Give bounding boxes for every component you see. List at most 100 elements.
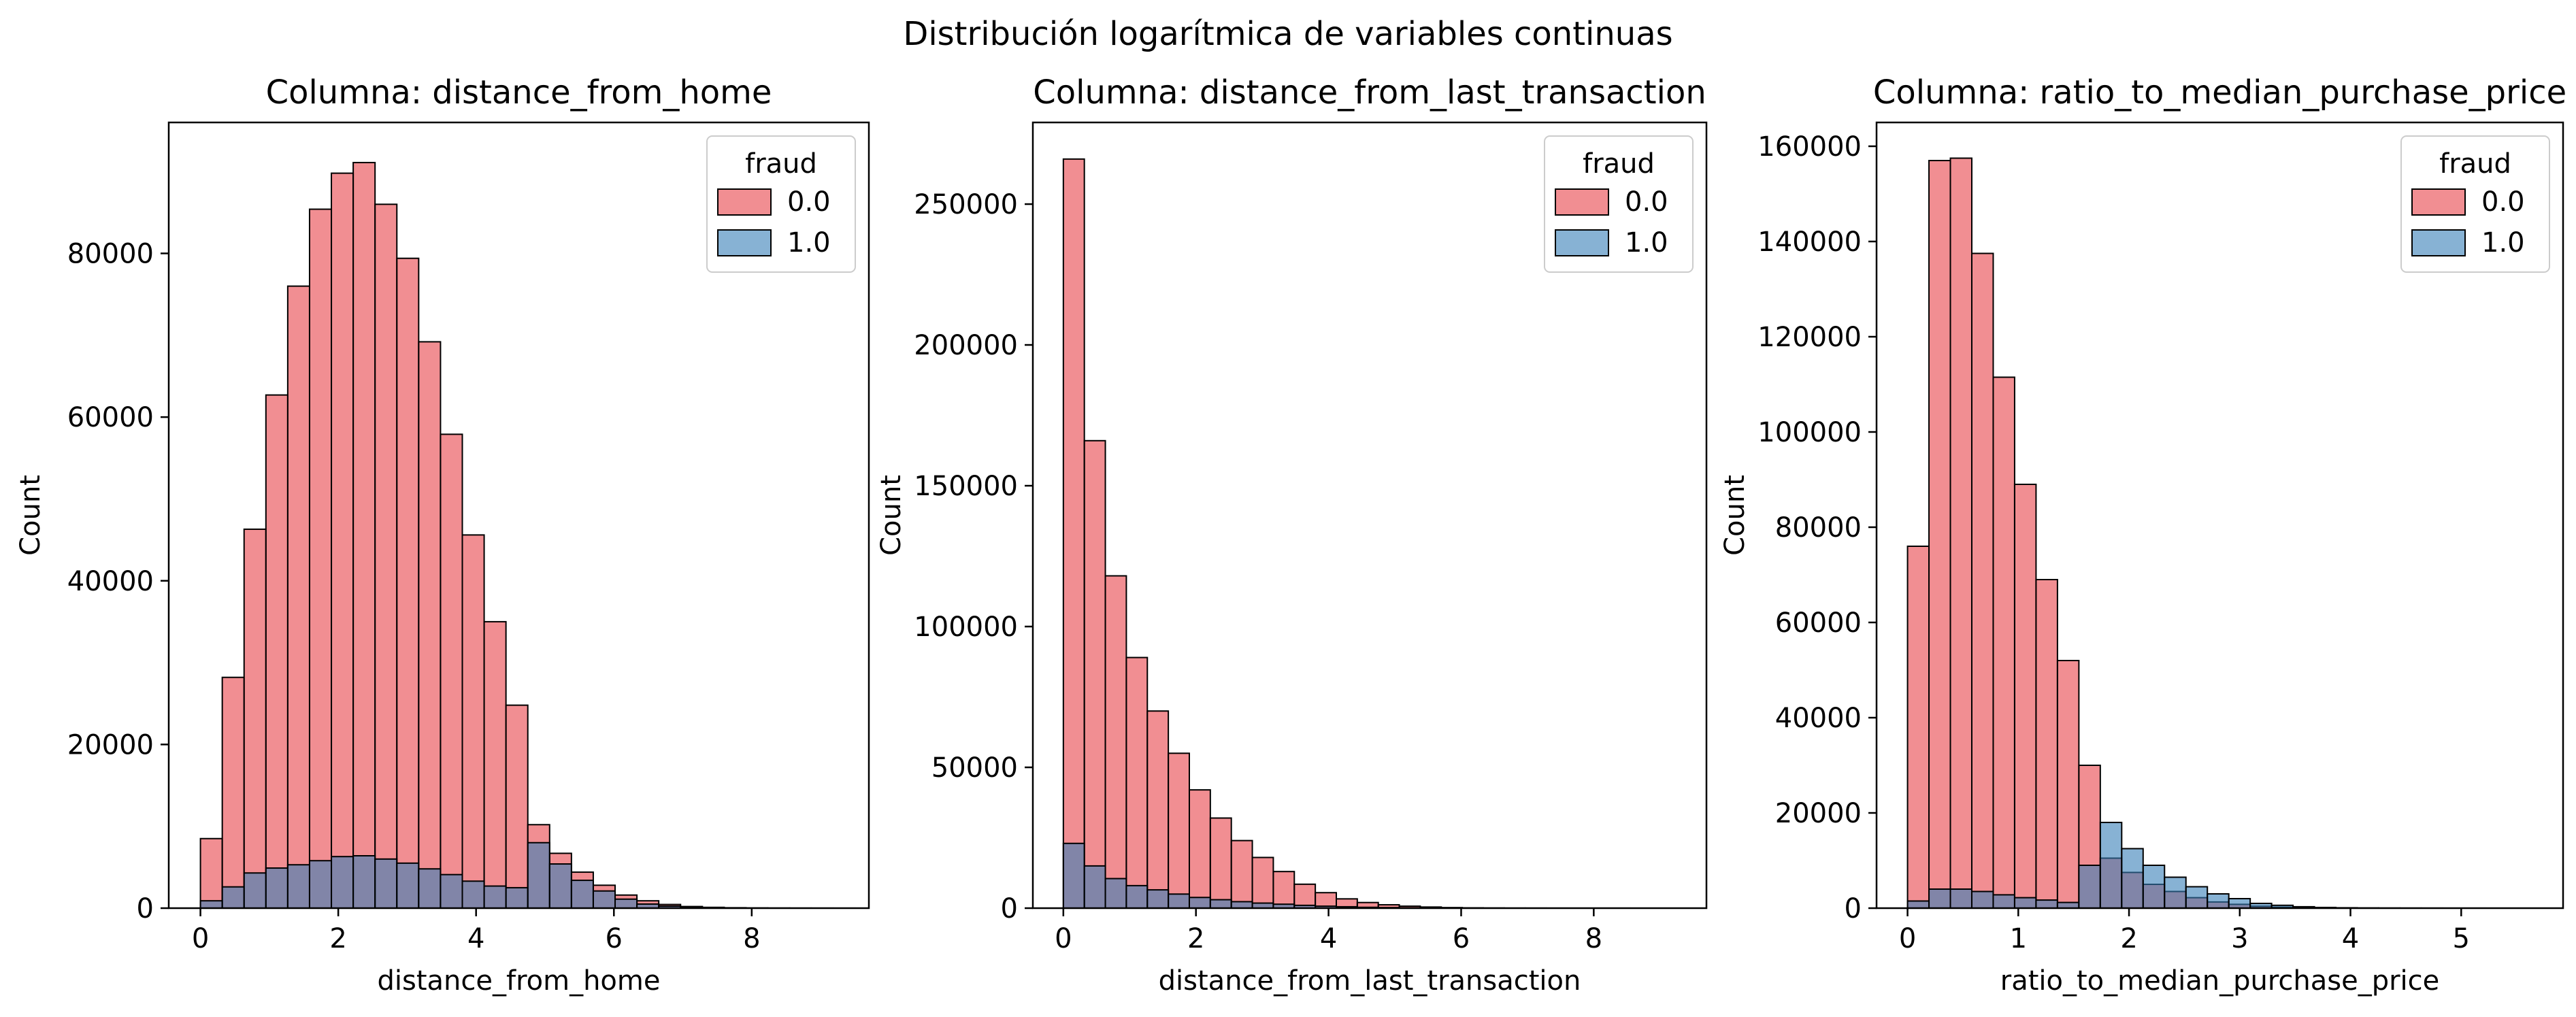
axes-frame — [1875, 121, 2564, 910]
bar — [2164, 876, 2187, 909]
bar — [308, 860, 333, 909]
legend: fraud 0.0 1.0 — [1544, 135, 1694, 273]
bar — [331, 856, 354, 909]
bar — [265, 394, 288, 909]
bars-series-1.0 — [1906, 822, 2487, 910]
bar — [1293, 883, 1317, 909]
bar — [1970, 252, 1994, 909]
axes-frame — [1031, 121, 1708, 910]
x-tick-label: 5 — [2453, 923, 2470, 954]
bar — [396, 257, 420, 909]
bar — [1104, 878, 1127, 909]
bar — [286, 285, 310, 909]
bar — [440, 433, 463, 909]
x-axis-label: distance_from_home — [378, 965, 661, 997]
bar — [1230, 839, 1253, 909]
bar — [1906, 546, 1930, 909]
bar — [483, 885, 507, 909]
bar — [505, 886, 529, 909]
y-tick-label: 80000 — [67, 239, 154, 270]
bars-series-0.0 — [1906, 157, 2444, 910]
y-axis-label: Count — [1719, 475, 1751, 556]
bar — [2121, 848, 2144, 909]
y-tick-label: 200000 — [914, 330, 1018, 361]
y-axis-label: Count — [876, 475, 907, 556]
bar — [1168, 752, 1190, 909]
bar — [221, 886, 245, 909]
bar — [592, 890, 616, 909]
x-tick-label: 0 — [1899, 923, 1916, 954]
bar — [1083, 865, 1106, 909]
y-tick-label: 60000 — [67, 402, 154, 433]
bar — [1949, 157, 1972, 909]
bar — [1146, 889, 1170, 910]
x-tick-label: 0 — [192, 923, 209, 954]
y-tick-label: 100000 — [914, 612, 1018, 643]
legend-label: 1.0 — [2481, 227, 2525, 259]
x-tick-label: 3 — [2231, 923, 2248, 954]
y-tick-label: 80000 — [1775, 512, 1862, 544]
axes-title: Columna: distance_from_last_transaction — [1033, 73, 1706, 112]
bar — [1209, 817, 1232, 909]
bar — [2099, 822, 2123, 909]
bar — [243, 872, 267, 909]
bar — [1928, 888, 1951, 909]
bar — [418, 341, 442, 909]
bar — [570, 880, 594, 909]
bar — [2013, 484, 2037, 909]
bar — [1992, 376, 2015, 909]
y-tick-label: 0 — [1001, 893, 1018, 924]
y-tick-label: 160000 — [1757, 131, 1862, 163]
y-tick-label: 150000 — [914, 471, 1018, 502]
bar — [286, 864, 310, 909]
legend-label: 1.0 — [1625, 227, 1668, 259]
legend-swatch — [717, 188, 772, 216]
bars-series-0.0 — [199, 161, 856, 910]
bar — [199, 900, 223, 909]
x-tick-label: 6 — [1453, 923, 1470, 954]
bar — [483, 620, 507, 909]
bar — [1146, 710, 1170, 910]
legend-title: fraud — [2439, 148, 2511, 180]
bar — [548, 863, 572, 909]
y-tick-label: 20000 — [1775, 798, 1862, 829]
bar — [2078, 865, 2101, 909]
legend-label: 0.0 — [787, 186, 831, 218]
y-tick-label: 40000 — [67, 566, 154, 597]
bar — [199, 837, 223, 909]
bar — [2142, 865, 2166, 909]
bar — [1083, 439, 1106, 909]
bar — [2056, 660, 2080, 909]
bar — [2035, 579, 2058, 909]
y-axis-label: Count — [15, 475, 46, 556]
bar — [1272, 871, 1295, 909]
legend-title: fraud — [1583, 148, 1655, 180]
bar — [1992, 894, 2015, 910]
legend: fraud 0.0 1.0 — [2400, 135, 2550, 273]
bar — [2207, 893, 2230, 909]
y-tick-label: 250000 — [914, 189, 1018, 220]
y-tick-label: 100000 — [1757, 417, 1862, 448]
bar — [1970, 890, 1994, 909]
x-tick-label: 0 — [1055, 923, 1072, 954]
bar — [1062, 158, 1085, 909]
legend-swatch — [1555, 229, 1609, 256]
bar — [2013, 897, 2037, 909]
bar — [374, 203, 398, 909]
bar — [374, 858, 398, 909]
chart-panel-2: 0 2 4 6 8 0 50000 100000 150000 200000 250000 Colum… — [876, 73, 1708, 997]
bar — [1125, 656, 1149, 909]
bar — [440, 873, 463, 909]
x-tick-label: 8 — [1585, 923, 1602, 954]
y-tick-label: 0 — [1845, 893, 1862, 924]
bar — [243, 528, 267, 909]
bar — [461, 534, 485, 909]
bar — [418, 868, 442, 909]
bar — [2185, 886, 2209, 909]
x-tick-label: 6 — [606, 923, 623, 954]
axes-frame — [167, 121, 870, 910]
bar — [505, 704, 529, 909]
bar — [396, 862, 420, 909]
legend-swatch — [1555, 188, 1609, 216]
